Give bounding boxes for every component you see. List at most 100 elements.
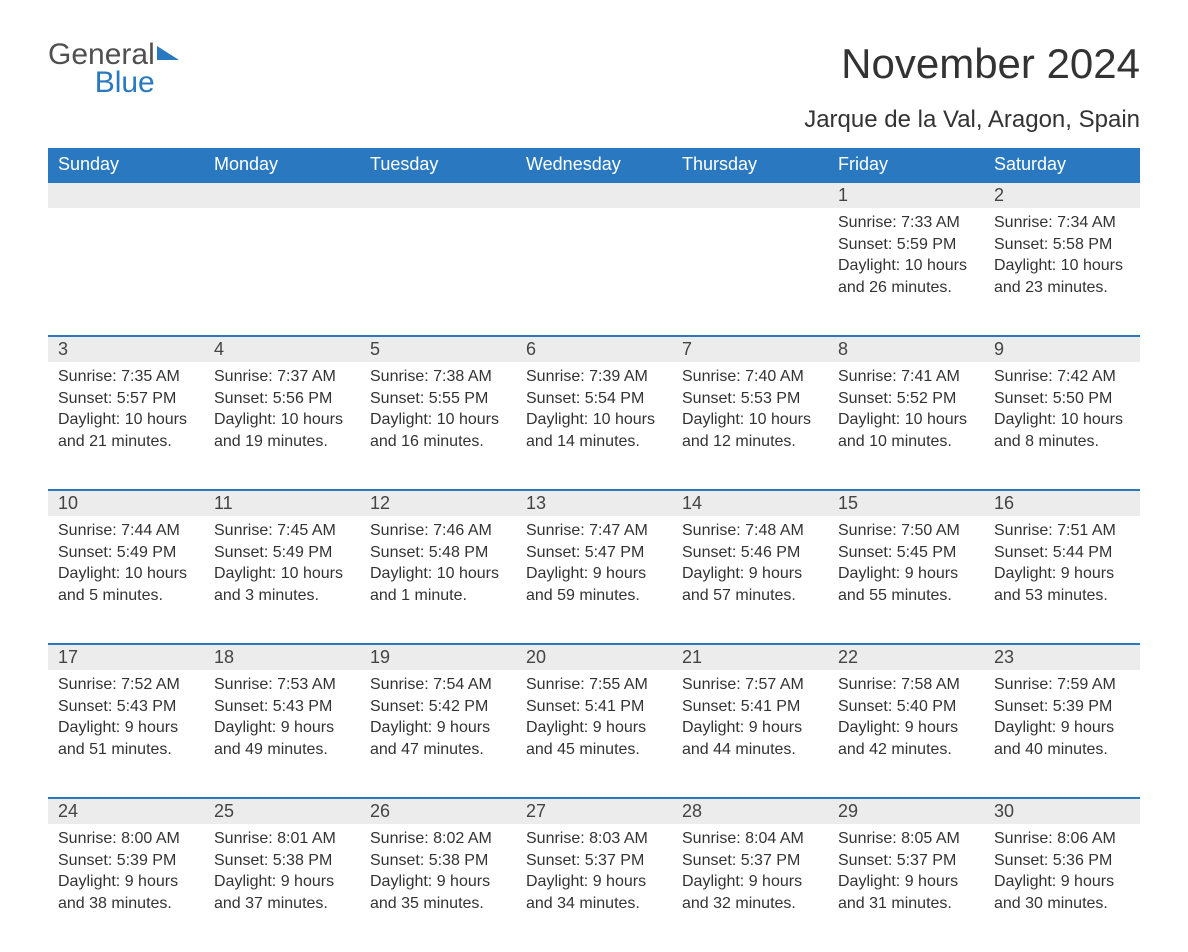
day-daylight2: and 1 minute.	[370, 585, 506, 607]
day-sunrise: Sunrise: 8:01 AM	[214, 828, 350, 850]
day-sunset: Sunset: 5:52 PM	[838, 388, 974, 410]
header: General Blue November 2024 Jarque de la …	[48, 40, 1140, 134]
day-sunrise: Sunrise: 7:44 AM	[58, 520, 194, 542]
day-sunset: Sunset: 5:41 PM	[526, 696, 662, 718]
day-info-cell: Sunrise: 8:01 AMSunset: 5:38 PMDaylight:…	[204, 824, 360, 952]
day-number-cell: 11	[204, 490, 360, 516]
day-sunrise: Sunrise: 7:50 AM	[838, 520, 974, 542]
day-daylight2: and 23 minutes.	[994, 277, 1130, 299]
day-daylight2: and 34 minutes.	[526, 893, 662, 915]
week-daynum-row: 17181920212223	[48, 644, 1140, 670]
day-number-cell	[48, 182, 204, 208]
day-daylight2: and 30 minutes.	[994, 893, 1130, 915]
day-daylight1: Daylight: 9 hours	[682, 563, 818, 585]
day-daylight2: and 49 minutes.	[214, 739, 350, 761]
day-sunrise: Sunrise: 7:41 AM	[838, 366, 974, 388]
day-daylight1: Daylight: 9 hours	[994, 563, 1130, 585]
day-sunset: Sunset: 5:42 PM	[370, 696, 506, 718]
day-number-cell: 28	[672, 798, 828, 824]
day-daylight2: and 40 minutes.	[994, 739, 1130, 761]
day-daylight1: Daylight: 9 hours	[58, 871, 194, 893]
day-daylight2: and 16 minutes.	[370, 431, 506, 453]
day-daylight1: Daylight: 9 hours	[58, 717, 194, 739]
weekday-header: Tuesday	[360, 148, 516, 182]
day-sunrise: Sunrise: 7:47 AM	[526, 520, 662, 542]
day-daylight1: Daylight: 9 hours	[838, 871, 974, 893]
day-number-cell: 4	[204, 336, 360, 362]
logo-word2: Blue	[48, 66, 155, 100]
day-number-cell: 15	[828, 490, 984, 516]
day-number-cell: 23	[984, 644, 1140, 670]
logo-triangle-icon	[157, 46, 179, 60]
day-daylight1: Daylight: 9 hours	[526, 871, 662, 893]
day-number-cell: 3	[48, 336, 204, 362]
day-sunrise: Sunrise: 7:40 AM	[682, 366, 818, 388]
day-daylight2: and 47 minutes.	[370, 739, 506, 761]
day-number-cell: 9	[984, 336, 1140, 362]
day-number-cell: 20	[516, 644, 672, 670]
day-number-cell: 6	[516, 336, 672, 362]
day-sunrise: Sunrise: 8:03 AM	[526, 828, 662, 850]
day-number-cell: 18	[204, 644, 360, 670]
day-daylight1: Daylight: 9 hours	[214, 871, 350, 893]
day-daylight2: and 38 minutes.	[58, 893, 194, 915]
day-sunset: Sunset: 5:57 PM	[58, 388, 194, 410]
day-sunrise: Sunrise: 7:33 AM	[838, 212, 974, 234]
weekday-header-row: SundayMondayTuesdayWednesdayThursdayFrid…	[48, 148, 1140, 182]
weekday-header: Sunday	[48, 148, 204, 182]
day-sunset: Sunset: 5:39 PM	[58, 850, 194, 872]
day-sunrise: Sunrise: 7:57 AM	[682, 674, 818, 696]
day-sunrise: Sunrise: 8:05 AM	[838, 828, 974, 850]
day-daylight1: Daylight: 10 hours	[214, 409, 350, 431]
day-number-cell	[516, 182, 672, 208]
day-daylight2: and 26 minutes.	[838, 277, 974, 299]
day-number-cell: 10	[48, 490, 204, 516]
day-sunset: Sunset: 5:53 PM	[682, 388, 818, 410]
day-sunrise: Sunrise: 7:48 AM	[682, 520, 818, 542]
day-info-cell	[360, 208, 516, 336]
day-sunset: Sunset: 5:50 PM	[994, 388, 1130, 410]
day-daylight1: Daylight: 9 hours	[214, 717, 350, 739]
day-number-cell: 7	[672, 336, 828, 362]
day-sunset: Sunset: 5:49 PM	[58, 542, 194, 564]
day-daylight2: and 59 minutes.	[526, 585, 662, 607]
day-info-cell: Sunrise: 7:33 AMSunset: 5:59 PMDaylight:…	[828, 208, 984, 336]
day-daylight1: Daylight: 9 hours	[370, 717, 506, 739]
day-daylight2: and 57 minutes.	[682, 585, 818, 607]
day-sunrise: Sunrise: 7:35 AM	[58, 366, 194, 388]
day-daylight1: Daylight: 9 hours	[838, 563, 974, 585]
day-sunrise: Sunrise: 7:38 AM	[370, 366, 506, 388]
day-daylight2: and 37 minutes.	[214, 893, 350, 915]
day-number-cell: 13	[516, 490, 672, 516]
day-daylight1: Daylight: 10 hours	[370, 563, 506, 585]
day-daylight1: Daylight: 10 hours	[838, 255, 974, 277]
week-info-row: Sunrise: 7:35 AMSunset: 5:57 PM Daylight:…	[48, 362, 1140, 490]
day-sunrise: Sunrise: 7:42 AM	[994, 366, 1130, 388]
day-daylight2: and 55 minutes.	[838, 585, 974, 607]
day-info-cell: Sunrise: 7:40 AMSunset: 5:53 PMDaylight:…	[672, 362, 828, 490]
day-info-cell: Sunrise: 7:45 AMSunset: 5:49 PMDaylight:…	[204, 516, 360, 644]
day-sunset: Sunset: 5:37 PM	[682, 850, 818, 872]
day-sunset: Sunset: 5:59 PM	[838, 234, 974, 256]
day-daylight2: and 5 minutes.	[58, 585, 194, 607]
day-sunrise: Sunrise: 8:00 AM	[58, 828, 194, 850]
day-number-cell: 1	[828, 182, 984, 208]
day-daylight2: and 19 minutes.	[214, 431, 350, 453]
calendar-table: SundayMondayTuesdayWednesdayThursdayFrid…	[48, 148, 1140, 952]
day-number-cell: 17	[48, 644, 204, 670]
day-info-cell: Sunrise: 8:00 AMSunset: 5:39 PMDaylight:…	[48, 824, 204, 952]
day-daylight1: Daylight: 10 hours	[838, 409, 974, 431]
weekday-header: Friday	[828, 148, 984, 182]
day-sunrise: Sunrise: 7:58 AM	[838, 674, 974, 696]
day-info-cell: Sunrise: 7:34 AMSunset: 5:58 PMDaylight:…	[984, 208, 1140, 336]
day-daylight1: Daylight: 10 hours	[370, 409, 506, 431]
day-daylight2: and 44 minutes.	[682, 739, 818, 761]
day-sunset: Sunset: 5:55 PM	[370, 388, 506, 410]
day-sunset: Sunset: 5:58 PM	[994, 234, 1130, 256]
day-info-cell: Sunrise: 7:54 AMSunset: 5:42 PMDaylight:…	[360, 670, 516, 798]
day-number-cell	[360, 182, 516, 208]
week-daynum-row: 24252627282930	[48, 798, 1140, 824]
day-daylight1: Daylight: 10 hours	[994, 255, 1130, 277]
day-daylight1: Daylight: 10 hours	[994, 409, 1130, 431]
day-number-cell: 5	[360, 336, 516, 362]
